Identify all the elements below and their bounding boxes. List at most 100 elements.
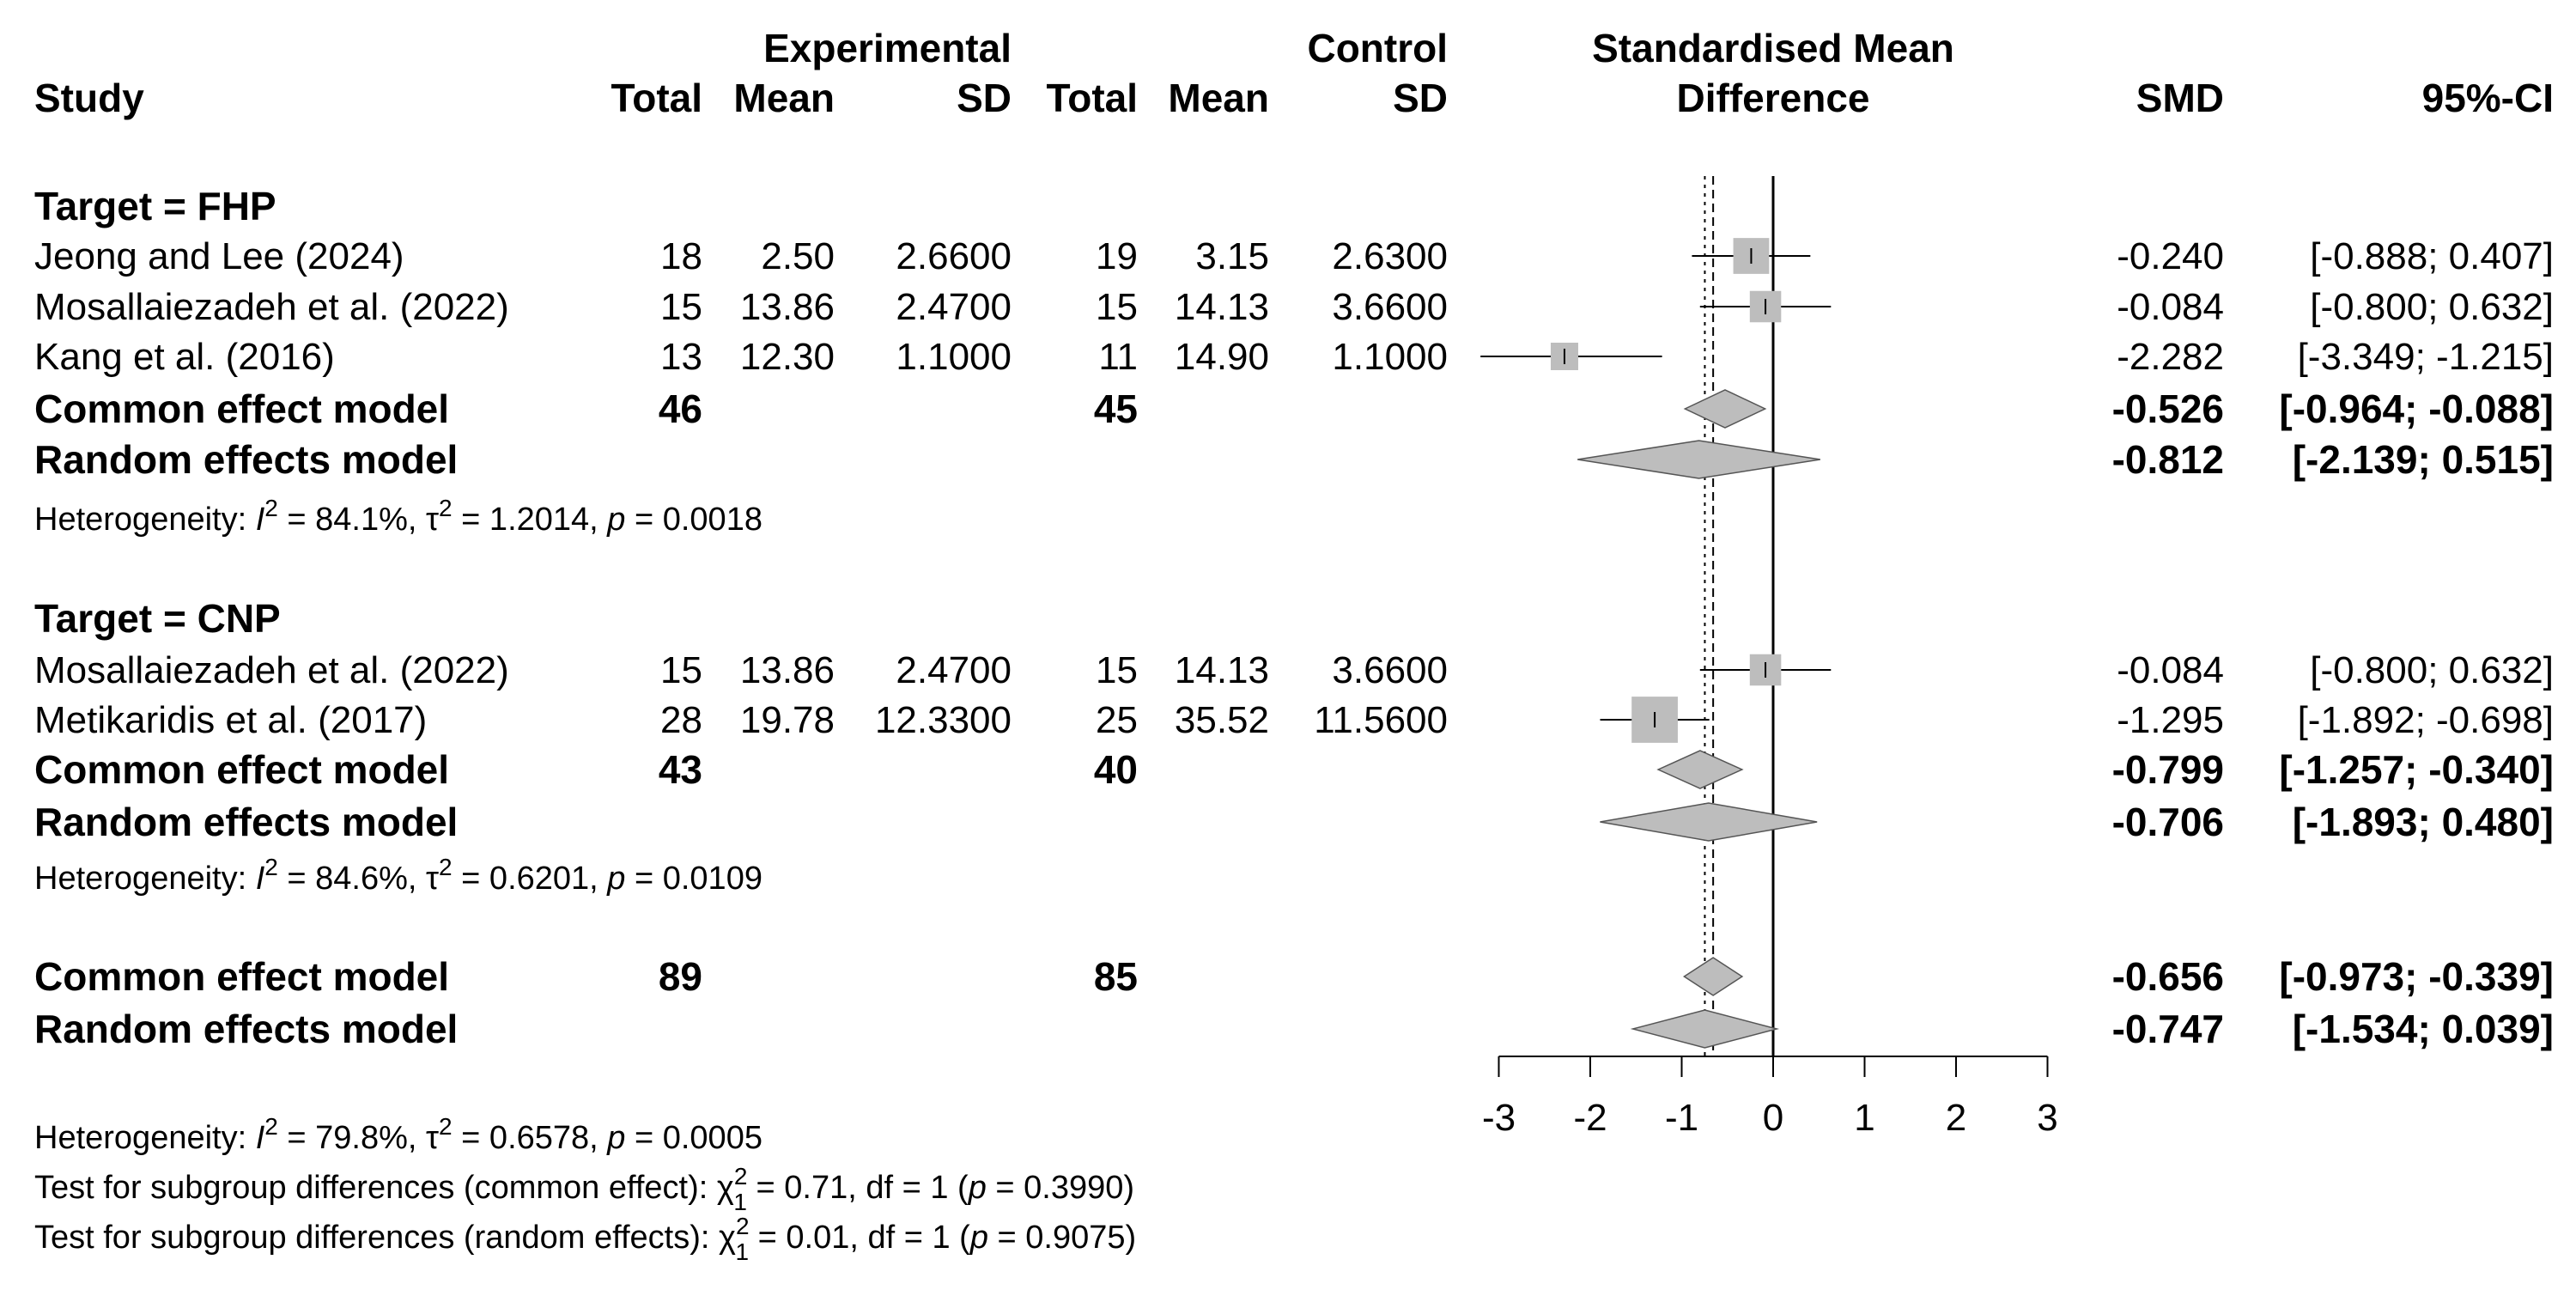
heterogeneity-text: Heterogeneity: I2 = 84.1%, τ2 = 1.2014, … xyxy=(34,495,762,538)
e-mean-value: 2.50 xyxy=(761,235,835,277)
subgroup-common-e-total: 43 xyxy=(659,747,702,792)
study-label: Mosallaiezadeh et al. (2022) xyxy=(34,286,509,328)
subgroup-common-label: Common effect model xyxy=(34,386,449,431)
ci-value: [-1.892; -0.698] xyxy=(2298,699,2554,741)
overall-common-e-total: 89 xyxy=(659,954,702,999)
e-sd-value: 2.4700 xyxy=(896,649,1012,691)
overall-common-smd-value: -0.656 xyxy=(2112,954,2224,999)
e-mean-value: 19.78 xyxy=(740,699,835,741)
e-mean-value: 13.86 xyxy=(740,286,835,328)
header-experimental: Experimental xyxy=(763,26,1012,70)
x-axis-tick-label: -1 xyxy=(1665,1097,1698,1139)
subgroup-test-text: Test for subgroup differences (common ef… xyxy=(34,1163,1134,1215)
overall-random-diamond xyxy=(1630,1009,1780,1049)
subgroup-common-smd-value: -0.799 xyxy=(2112,747,2224,792)
subgroup-random-label: Random effects model xyxy=(34,437,458,482)
header-smd-title-2: Difference xyxy=(1677,76,1870,120)
c-sd-value: 3.6600 xyxy=(1332,649,1448,691)
ci-value: [-0.888; 0.407] xyxy=(2310,235,2554,277)
subgroup-random-smd-value: -0.812 xyxy=(2112,437,2224,482)
subgroup-title: Target = FHP xyxy=(34,184,276,228)
overall-random-ci-value: [-1.534; 0.039] xyxy=(2293,1007,2554,1051)
header-control: Control xyxy=(1307,26,1448,70)
subgroup-random-ci-value: [-1.893; 0.480] xyxy=(2293,800,2554,844)
header-c-mean: Mean xyxy=(1168,76,1269,120)
e-total-value: 15 xyxy=(660,286,702,328)
c-sd-value: 11.5600 xyxy=(1314,699,1448,741)
c-total-value: 19 xyxy=(1096,235,1138,277)
smd-value: -0.240 xyxy=(2117,235,2224,277)
subgroup-common-diamond xyxy=(1656,750,1744,789)
c-mean-value: 35.52 xyxy=(1175,699,1269,741)
x-axis-tick-label: 1 xyxy=(1854,1097,1874,1139)
study-label: Jeong and Lee (2024) xyxy=(34,235,404,277)
header-e-mean: Mean xyxy=(733,76,835,120)
smd-value: -0.084 xyxy=(2117,649,2224,691)
subgroup-common-diamond xyxy=(1683,389,1767,429)
header-c-sd: SD xyxy=(1393,76,1448,120)
x-axis-tick-label: 2 xyxy=(1946,1097,1966,1139)
header-smd-title-1: Standardised Mean xyxy=(1592,26,1954,70)
ci-value: [-0.800; 0.632] xyxy=(2310,286,2554,328)
smd-value: -1.295 xyxy=(2117,699,2224,741)
e-sd-value: 12.3300 xyxy=(875,699,1012,741)
x-axis-tick-label: -2 xyxy=(1573,1097,1607,1139)
c-mean-value: 14.13 xyxy=(1175,286,1269,328)
smd-value: -2.282 xyxy=(2117,336,2224,378)
subgroup-common-label: Common effect model xyxy=(34,747,449,792)
subgroup-common-ci-value: [-0.964; -0.088] xyxy=(2279,386,2554,431)
c-sd-value: 1.1000 xyxy=(1332,336,1448,378)
x-axis-tick-label: 0 xyxy=(1763,1097,1783,1139)
e-total-value: 18 xyxy=(660,235,702,277)
heterogeneity-text: Heterogeneity: I2 = 79.8%, τ2 = 0.6578, … xyxy=(34,1113,762,1156)
smd-value: -0.084 xyxy=(2117,286,2224,328)
ci-value: [-0.800; 0.632] xyxy=(2310,649,2554,691)
ci-value: [-3.349; -1.215] xyxy=(2298,336,2554,378)
header-smd: SMD xyxy=(2136,76,2224,120)
e-sd-value: 2.6600 xyxy=(896,235,1012,277)
c-mean-value: 14.90 xyxy=(1175,336,1269,378)
overall-random-label: Random effects model xyxy=(34,1007,458,1051)
subgroup-title: Target = CNP xyxy=(34,596,281,641)
header-study: Study xyxy=(34,76,144,120)
heterogeneity-text: Heterogeneity: I2 = 84.6%, τ2 = 0.6201, … xyxy=(34,854,762,897)
e-total-value: 15 xyxy=(660,649,702,691)
x-axis-tick-label: -3 xyxy=(1482,1097,1516,1139)
e-mean-value: 12.30 xyxy=(740,336,835,378)
header-e-total: Total xyxy=(611,76,702,120)
header-ci: 95%-CI xyxy=(2422,76,2554,120)
study-label: Metikaridis et al. (2017) xyxy=(34,699,427,741)
c-total-value: 15 xyxy=(1096,286,1138,328)
overall-common-diamond xyxy=(1683,957,1744,996)
subgroup-random-ci-value: [-2.139; 0.515] xyxy=(2293,437,2554,482)
c-sd-value: 3.6600 xyxy=(1332,286,1448,328)
e-sd-value: 2.4700 xyxy=(896,286,1012,328)
c-mean-value: 14.13 xyxy=(1175,649,1269,691)
subgroup-test-text: Test for subgroup differences (random ef… xyxy=(34,1213,1136,1265)
subgroup-common-e-total: 46 xyxy=(659,386,702,431)
x-axis-tick-label: 3 xyxy=(2037,1097,2057,1139)
subgroup-random-diamond xyxy=(1600,802,1818,842)
overall-common-c-total: 85 xyxy=(1094,954,1138,999)
header-e-sd: SD xyxy=(957,76,1012,120)
subgroup-common-smd-value: -0.526 xyxy=(2112,386,2224,431)
e-total-value: 28 xyxy=(660,699,702,741)
subgroup-common-c-total: 45 xyxy=(1094,386,1138,431)
c-sd-value: 2.6300 xyxy=(1332,235,1448,277)
e-mean-value: 13.86 xyxy=(740,649,835,691)
header-c-total: Total xyxy=(1047,76,1138,120)
study-label: Kang et al. (2016) xyxy=(34,336,335,378)
c-total-value: 11 xyxy=(1098,336,1138,378)
c-mean-value: 3.15 xyxy=(1195,235,1269,277)
c-total-value: 25 xyxy=(1096,699,1138,741)
e-sd-value: 1.1000 xyxy=(896,336,1012,378)
overall-common-label: Common effect model xyxy=(34,954,449,999)
subgroup-common-ci-value: [-1.257; -0.340] xyxy=(2279,747,2554,792)
study-label: Mosallaiezadeh et al. (2022) xyxy=(34,649,509,691)
subgroup-random-diamond xyxy=(1577,440,1820,479)
overall-random-smd-value: -0.747 xyxy=(2112,1007,2224,1051)
e-total-value: 13 xyxy=(660,336,702,378)
c-total-value: 15 xyxy=(1096,649,1138,691)
subgroup-common-c-total: 40 xyxy=(1094,747,1138,792)
